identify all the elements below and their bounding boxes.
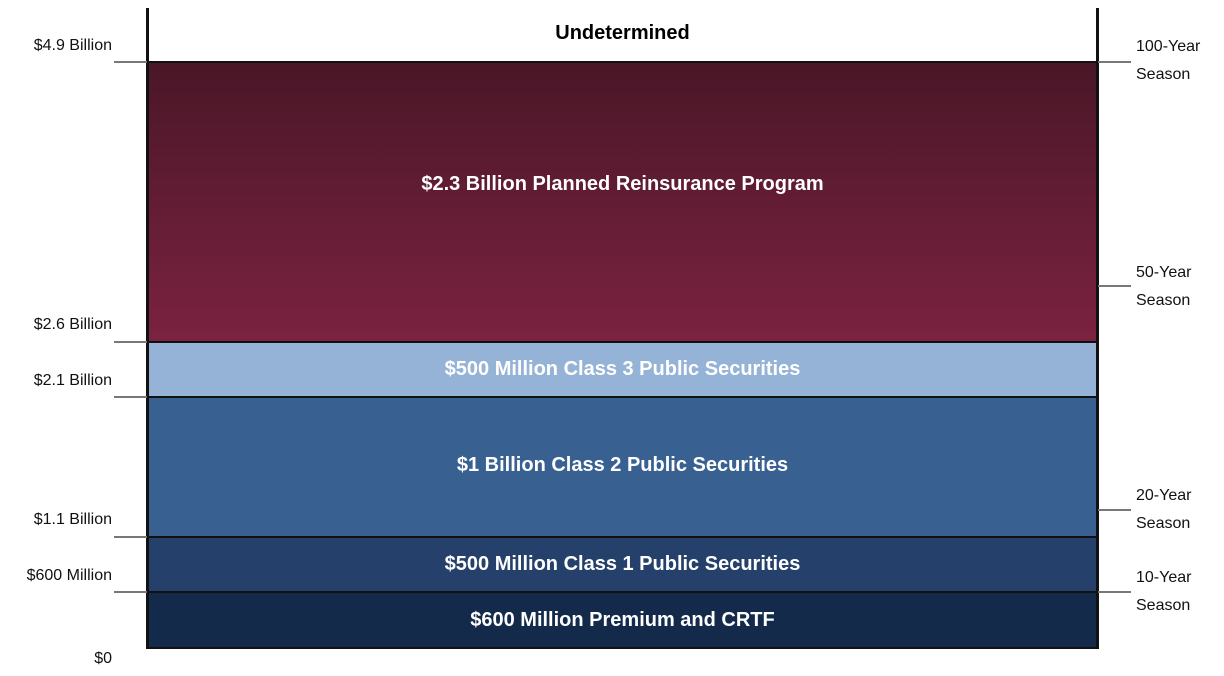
right-label: 100-Year Season — [1136, 33, 1200, 89]
right-label-line: Season — [1136, 515, 1191, 532]
right-label: 50-Year Season — [1136, 259, 1191, 315]
layer-label: Undetermined — [555, 22, 690, 44]
left-tick — [114, 396, 147, 398]
layer-label: $1 Billion Class 2 Public Securities — [456, 453, 789, 476]
left-label: $4.9 Billion — [33, 37, 112, 54]
layer-undetermined: Undetermined — [148, 8, 1097, 63]
layer-class-2: $1 Billion Class 2 Public Securities — [148, 398, 1097, 538]
right-label-line: 10-Year — [1136, 569, 1192, 586]
left-tick — [114, 591, 147, 593]
left-label: $2.1 Billion — [33, 372, 112, 389]
left-label: $1.1 Billion — [33, 511, 112, 528]
left-tick — [114, 536, 147, 538]
layer-reinsurance: $2.3 Billion Planned Reinsurance Program — [148, 63, 1097, 343]
left-tick — [114, 61, 147, 63]
right-label: 20-Year Season — [1136, 482, 1191, 538]
right-label-line: 50-Year — [1136, 264, 1192, 281]
right-tick — [1098, 285, 1131, 287]
right-label: 10-Year Season — [1136, 564, 1191, 620]
layer-label: $600 Million Premium and CRTF — [470, 608, 775, 631]
right-label-line: Season — [1136, 292, 1191, 309]
right-tick — [1098, 509, 1131, 511]
layer-premium: $600 Million Premium and CRTF — [148, 593, 1097, 649]
layer-class-3: $500 Million Class 3 Public Securities — [148, 343, 1097, 398]
left-border — [146, 8, 149, 649]
right-label-line: 20-Year — [1136, 487, 1192, 504]
right-label-line: Season — [1136, 597, 1191, 614]
left-label: $0 — [94, 650, 112, 667]
layer-label: $500 Million Class 1 Public Securities — [444, 553, 801, 575]
right-label-line: Season — [1136, 66, 1191, 83]
layer-label: $2.3 Billion Planned Reinsurance Program — [421, 172, 824, 195]
layer-class-1: $500 Million Class 1 Public Securities — [148, 538, 1097, 593]
right-label-line: 100-Year — [1136, 38, 1201, 55]
right-border — [1096, 8, 1099, 649]
left-label: $600 Million — [26, 567, 112, 584]
left-label: $2.6 Billion — [33, 316, 112, 333]
layer-label: $500 Million Class 3 Public Securities — [444, 358, 801, 380]
left-tick — [114, 341, 147, 343]
right-tick — [1098, 591, 1131, 593]
right-tick — [1098, 61, 1131, 63]
